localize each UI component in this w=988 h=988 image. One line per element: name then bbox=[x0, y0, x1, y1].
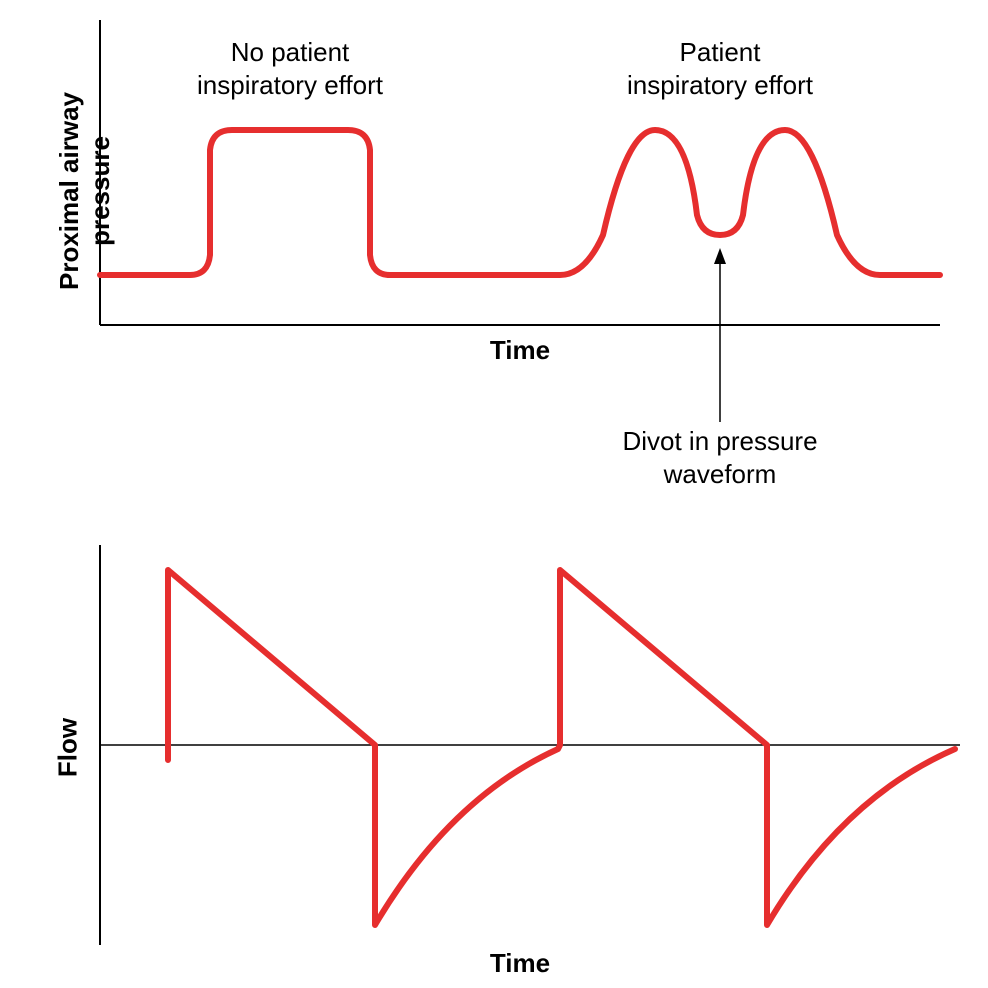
flow-x-label: Time bbox=[460, 948, 580, 979]
annotation-patient-effort: Patient inspiratory effort bbox=[590, 36, 850, 101]
annotation-patient-effort-line1: Patient bbox=[590, 36, 850, 69]
pressure-x-label: Time bbox=[460, 335, 580, 366]
annotation-no-effort: No patient inspiratory effort bbox=[150, 36, 430, 101]
annotation-no-effort-line1: No patient bbox=[150, 36, 430, 69]
annotation-divot-line1: Divot in pressure bbox=[590, 425, 850, 458]
annotation-divot: Divot in pressure waveform bbox=[590, 425, 850, 490]
pressure-y-label-line1: Proximal airway bbox=[54, 41, 85, 341]
pressure-waveform bbox=[100, 130, 940, 275]
annotation-patient-effort-line2: inspiratory effort bbox=[590, 69, 850, 102]
flow-waveform bbox=[168, 570, 955, 925]
figure-container: Proximal airway pressure Time No patient… bbox=[0, 0, 988, 988]
flow-y-label: Flow bbox=[53, 688, 84, 808]
annotation-no-effort-line2: inspiratory effort bbox=[150, 69, 430, 102]
pressure-y-label-line2: pressure bbox=[85, 41, 116, 341]
annotation-divot-line2: waveform bbox=[590, 458, 850, 491]
divot-arrow-head bbox=[714, 248, 726, 264]
flow-chart bbox=[0, 528, 988, 988]
pressure-y-label: Proximal airway pressure bbox=[54, 41, 116, 341]
